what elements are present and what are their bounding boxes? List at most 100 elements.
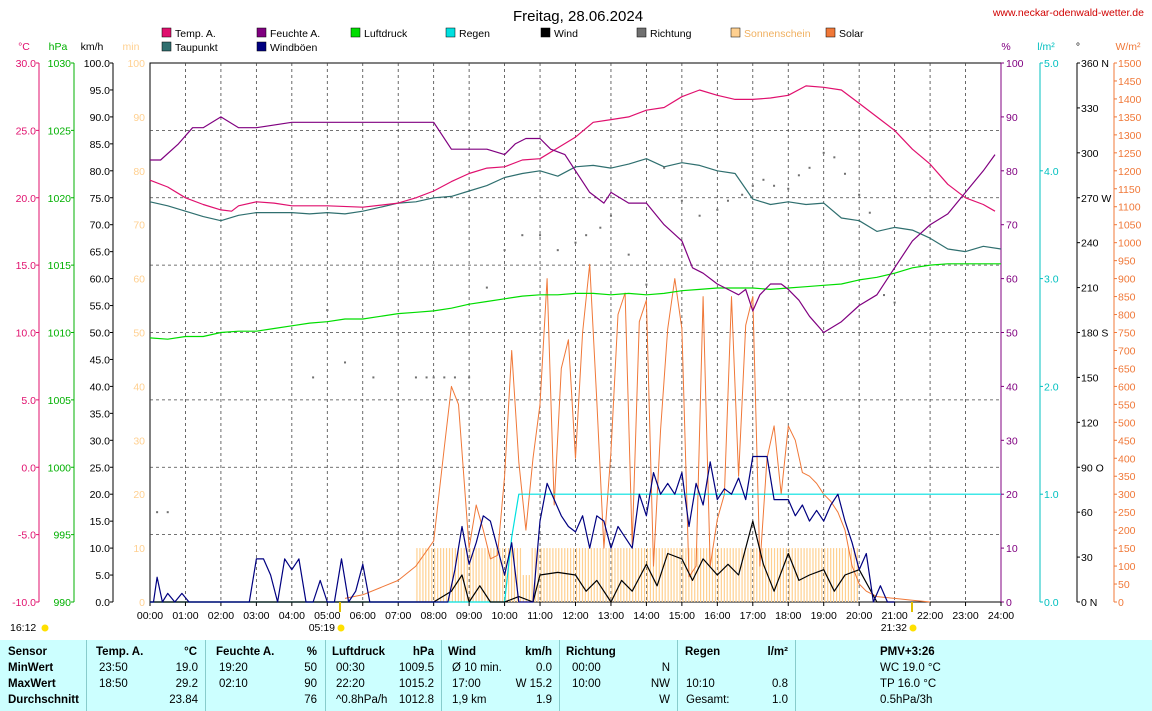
plot-area bbox=[149, 85, 1002, 603]
wind-tick-label: 35.0 bbox=[90, 408, 111, 420]
sun-tick-label: 90 bbox=[133, 112, 145, 124]
series-solar bbox=[344, 263, 931, 603]
time-tick-label: 15:00 bbox=[669, 610, 695, 622]
series-line bbox=[149, 263, 1001, 340]
legend-label: Windböen bbox=[270, 42, 317, 54]
direction-dot bbox=[503, 249, 506, 252]
direction-dot bbox=[166, 511, 169, 514]
time-tick-label: 11:00 bbox=[527, 610, 553, 622]
direction-dot bbox=[312, 376, 315, 379]
pressure-tick-label: 1005 bbox=[48, 395, 72, 407]
direction-dot bbox=[663, 166, 666, 169]
solar-tick-label: 300 bbox=[1118, 489, 1136, 501]
table-separator bbox=[441, 640, 442, 711]
rain-value: 1.0 bbox=[772, 694, 788, 706]
temp-tick-label: 0.0 bbox=[21, 462, 36, 474]
header-rain-unit: l/m² bbox=[767, 646, 788, 658]
direction-dot bbox=[843, 172, 846, 175]
wind-tick-label: 70.0 bbox=[90, 220, 111, 232]
wind-tick-label: 90.0 bbox=[90, 112, 111, 124]
humidity-value: 50 bbox=[304, 662, 317, 674]
series-line bbox=[149, 85, 996, 212]
wind-tick-label: 10.0 bbox=[90, 543, 111, 555]
legend-swatch bbox=[256, 27, 267, 38]
temp-value: 29.2 bbox=[175, 678, 198, 690]
humidity-tick-label: 0 bbox=[1006, 597, 1012, 609]
solar-tick-label: 950 bbox=[1118, 256, 1136, 268]
wind-info: 1,9 km bbox=[452, 694, 487, 706]
direction-tick-label: 210 bbox=[1081, 283, 1099, 295]
legend-item: Richtung bbox=[636, 27, 692, 40]
website-link[interactable]: www.neckar-odenwald-wetter.de bbox=[992, 7, 1144, 19]
direction-dot bbox=[453, 376, 456, 379]
humidity-tick-label: 10 bbox=[1006, 543, 1018, 555]
direction-dot bbox=[726, 199, 729, 202]
legend-swatch bbox=[445, 27, 456, 38]
wind-info: Ø 10 min. bbox=[452, 662, 502, 674]
table-separator bbox=[325, 640, 326, 711]
row-label: MinWert bbox=[8, 662, 54, 674]
sun-tick-label: 50 bbox=[133, 328, 145, 340]
series-wind bbox=[150, 520, 895, 603]
solar-tick-label: 1500 bbox=[1118, 58, 1142, 70]
time-tick-label: 07:00 bbox=[385, 610, 411, 622]
rain-value: 0.8 bbox=[772, 678, 788, 690]
time-tick-label: 00:00 bbox=[137, 610, 163, 622]
time-tick-label: 14:00 bbox=[633, 610, 659, 622]
time-tick-label: 21:00 bbox=[881, 610, 907, 622]
direction-dot bbox=[762, 178, 765, 181]
time-tick-label: 18:00 bbox=[775, 610, 801, 622]
header-sensor: Sensor bbox=[8, 646, 47, 658]
wind-tick-label: 45.0 bbox=[90, 354, 111, 366]
legend-label: Sonnenschein bbox=[744, 28, 811, 40]
sun-tick-label: 70 bbox=[133, 220, 145, 232]
direction-dot bbox=[468, 376, 471, 379]
table-separator bbox=[677, 640, 678, 711]
legend-swatch bbox=[825, 27, 836, 38]
solar-unit-label: W/m² bbox=[1115, 41, 1141, 53]
legend-label: Solar bbox=[839, 28, 864, 40]
solar-tick-label: 1350 bbox=[1118, 112, 1142, 124]
sun-tick-label: 20 bbox=[133, 489, 145, 501]
legend: Temp. A. Taupunkt Feuchte A. Windböen Luftdr… bbox=[161, 27, 864, 54]
direction-dot bbox=[599, 226, 602, 229]
wind-tick-label: 20.0 bbox=[90, 489, 111, 501]
wind-tick-label: 50.0 bbox=[90, 328, 111, 340]
solar-tick-label: 1300 bbox=[1118, 130, 1142, 142]
direction-dot bbox=[680, 199, 683, 202]
direction-dot bbox=[882, 294, 885, 297]
wind-tick-label: 40.0 bbox=[90, 381, 111, 393]
legend-swatch bbox=[256, 41, 267, 52]
table-separator bbox=[795, 640, 796, 711]
temp-tick-label: 25.0 bbox=[16, 125, 37, 137]
solar-tick-label: 850 bbox=[1118, 292, 1136, 304]
solar-tick-label: 350 bbox=[1118, 471, 1136, 483]
legend-item: Solar bbox=[825, 27, 864, 40]
direction-dot bbox=[521, 234, 524, 237]
solar-tick-label: 1200 bbox=[1118, 166, 1142, 178]
chart-title: Freitag, 28.06.2024 bbox=[513, 8, 643, 25]
temp-tick-label: 20.0 bbox=[16, 193, 37, 205]
series-line bbox=[150, 116, 996, 334]
time-tick-label: 23:00 bbox=[952, 610, 978, 622]
pressure-tick-label: 990 bbox=[53, 597, 71, 609]
solar-tick-label: 450 bbox=[1118, 435, 1136, 447]
direction-dot bbox=[833, 156, 836, 159]
table-separator bbox=[559, 640, 560, 711]
direction-dot bbox=[344, 361, 347, 364]
sun-markers: 05:19 21:32 16:12 bbox=[10, 602, 917, 634]
pressure-tick-label: 1010 bbox=[48, 328, 72, 340]
stats-table: Sensor Temp. A. °C Feuchte A.% Luftdruck hPa W… bbox=[0, 640, 1152, 711]
rain-tick-label: 2.0 bbox=[1044, 381, 1059, 393]
wind-tick-label: 5.0 bbox=[95, 570, 110, 582]
solar-tick-label: 50 bbox=[1118, 579, 1130, 591]
sun-unit-label: min bbox=[123, 41, 140, 53]
direction-tick-label: 0 N bbox=[1081, 597, 1097, 609]
time-tick-label: 16:00 bbox=[704, 610, 730, 622]
time-tick-label: 19:00 bbox=[811, 610, 837, 622]
direction-dot bbox=[156, 511, 159, 514]
solar-tick-label: 400 bbox=[1118, 453, 1136, 465]
direction-dot bbox=[787, 187, 790, 190]
direction-dot bbox=[751, 184, 754, 187]
direction-dot bbox=[574, 241, 577, 244]
